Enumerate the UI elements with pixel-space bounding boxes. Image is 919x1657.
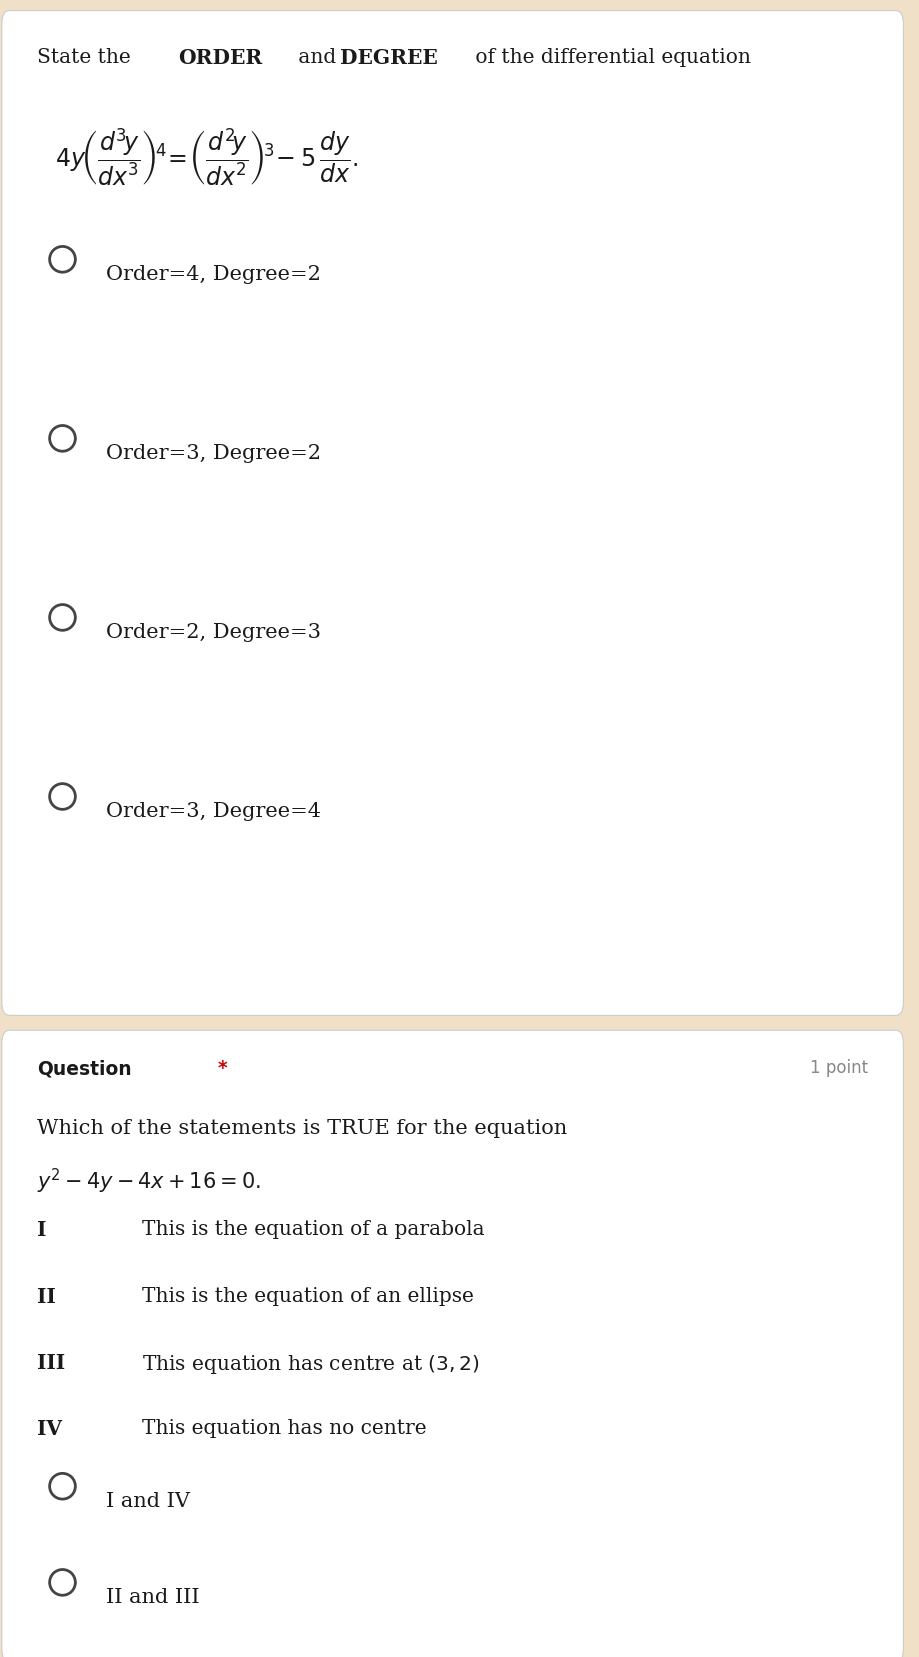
Text: I: I — [37, 1220, 46, 1239]
Text: $y^2-4y-4x+16=0.$: $y^2-4y-4x+16=0.$ — [37, 1167, 260, 1196]
Text: Order=2, Degree=3: Order=2, Degree=3 — [106, 623, 321, 641]
Text: Order=3, Degree=2: Order=3, Degree=2 — [106, 444, 321, 462]
Text: III: III — [37, 1352, 65, 1372]
Text: and: and — [292, 48, 343, 66]
Text: Question: Question — [37, 1059, 131, 1077]
Text: This is the equation of an ellipse: This is the equation of an ellipse — [142, 1286, 474, 1304]
Text: $4y\!\left(\dfrac{d^3\!y}{dx^3}\right)^{\!4}\!=\!\left(\dfrac{d^2\!y}{dx^2}\righ: $4y\!\left(\dfrac{d^3\!y}{dx^3}\right)^{… — [55, 126, 358, 187]
Text: This equation has centre at $(3,2)$: This equation has centre at $(3,2)$ — [142, 1352, 480, 1375]
Text: of the differential equation: of the differential equation — [469, 48, 751, 66]
Text: This equation has no centre: This equation has no centre — [142, 1418, 427, 1437]
Text: II and III: II and III — [106, 1587, 199, 1606]
FancyBboxPatch shape — [2, 1031, 903, 1657]
Text: Order=3, Degree=4: Order=3, Degree=4 — [106, 802, 321, 820]
Text: Order=4, Degree=2: Order=4, Degree=2 — [106, 265, 321, 283]
Text: State the: State the — [37, 48, 137, 66]
Text: I and IV: I and IV — [106, 1491, 189, 1510]
FancyBboxPatch shape — [2, 12, 903, 1016]
Text: Which of the statements is TRUE for the equation: Which of the statements is TRUE for the … — [37, 1118, 567, 1137]
Text: *: * — [218, 1059, 228, 1077]
Text: 1 point: 1 point — [811, 1059, 868, 1077]
Text: ORDER: ORDER — [178, 48, 263, 68]
Text: This is the equation of a parabola: This is the equation of a parabola — [142, 1220, 485, 1238]
Text: DEGREE: DEGREE — [340, 48, 437, 68]
Text: IV: IV — [37, 1418, 62, 1438]
Text: II: II — [37, 1286, 55, 1306]
